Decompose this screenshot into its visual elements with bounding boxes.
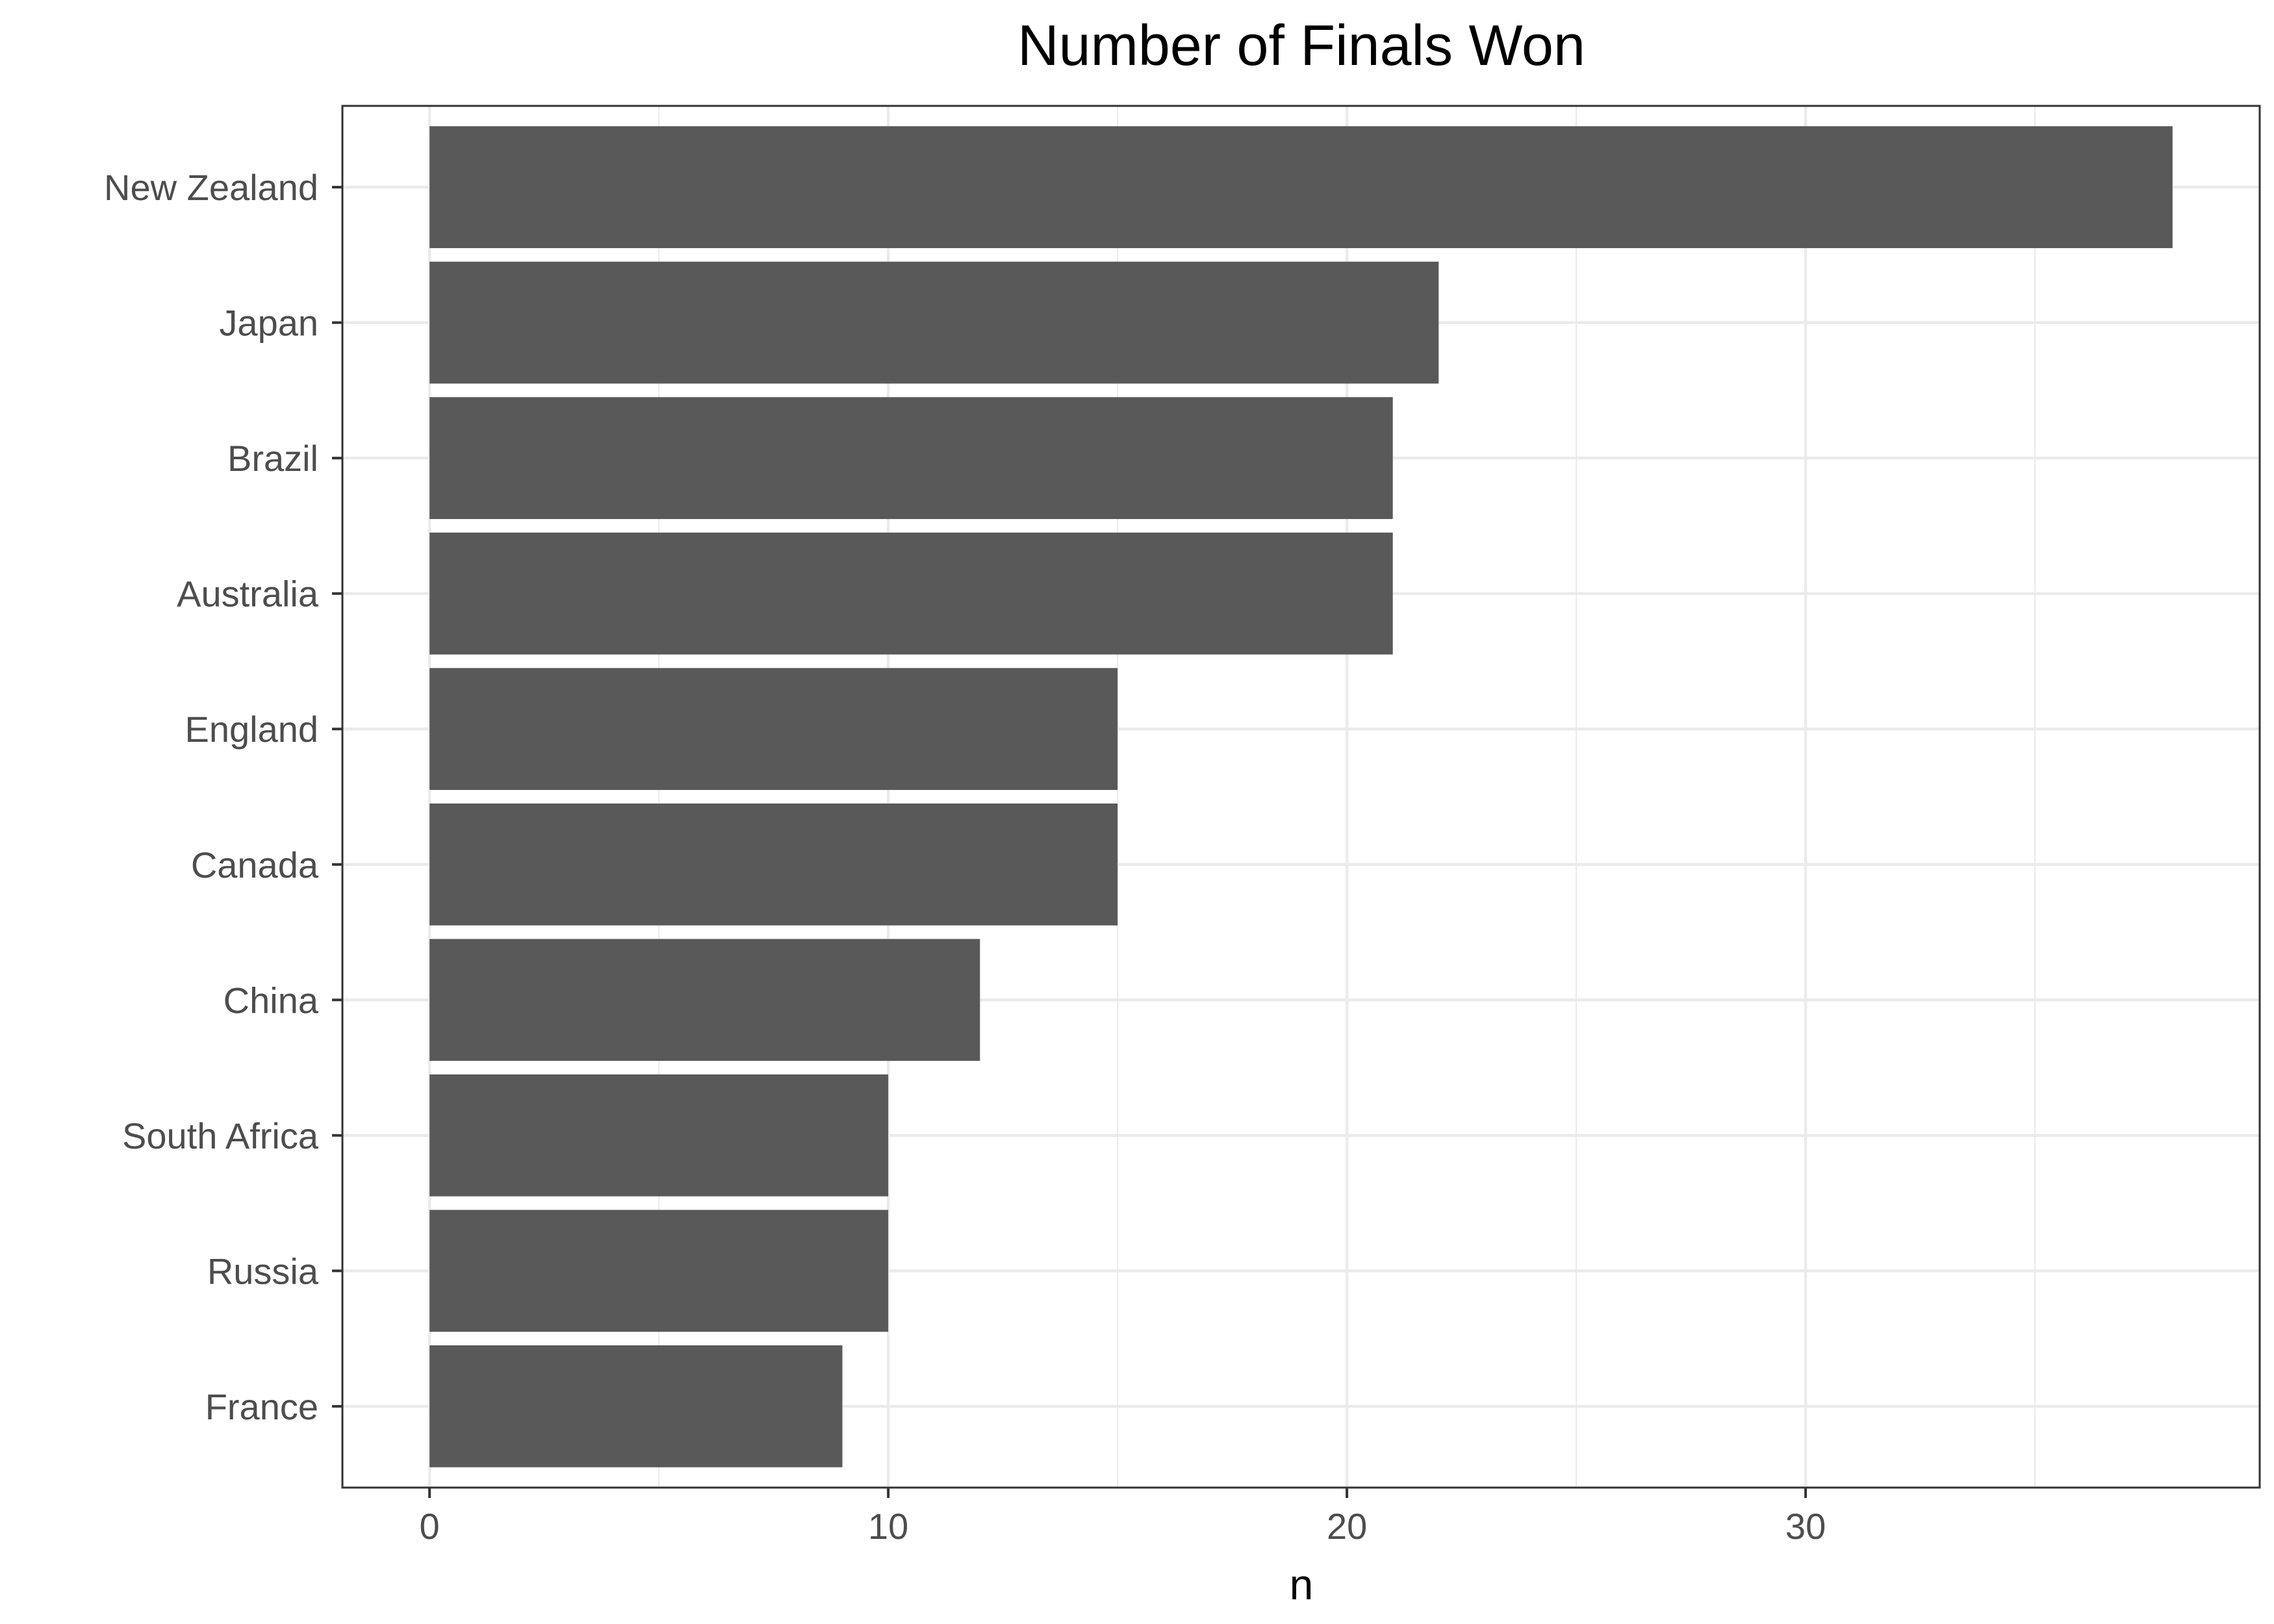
y-tick-label: China	[224, 980, 319, 1021]
y-tick-label: South Africa	[122, 1115, 319, 1156]
x-tick-label: 0	[420, 1506, 440, 1547]
bar-japan	[429, 261, 1439, 384]
bar-england	[429, 668, 1118, 791]
x-tick-label: 10	[868, 1506, 908, 1547]
y-tick-label: France	[205, 1386, 318, 1427]
y-tick-label: New Zealand	[104, 167, 318, 208]
x-tick-label: 30	[1785, 1506, 1826, 1547]
y-tick-label: England	[185, 709, 318, 750]
x-tick-label: 20	[1327, 1506, 1367, 1547]
chart-title: Number of Finals Won	[1017, 13, 1585, 77]
x-axis: 0 10 20 30	[420, 1488, 1826, 1547]
bars	[429, 126, 2173, 1467]
y-tick-label: Canada	[191, 844, 319, 885]
bar-new-zealand	[429, 126, 2173, 248]
bar-canada	[429, 803, 1118, 926]
panel-border	[341, 105, 2261, 1489]
y-tick-label: Japan	[219, 303, 318, 344]
bar-russia	[429, 1210, 889, 1332]
y-tick-label: Australia	[177, 574, 319, 615]
bar-australia	[429, 532, 1393, 655]
bar-france	[429, 1345, 843, 1467]
bar-south-africa	[429, 1074, 889, 1197]
y-tick-label: Brazil	[227, 438, 318, 479]
bar-brazil	[429, 397, 1393, 520]
y-tick-label: Russia	[207, 1250, 319, 1291]
y-axis: New Zealand Japan Brazil Australia England Ca…	[104, 167, 342, 1427]
x-axis-title: n	[1290, 1560, 1314, 1608]
bar-china	[429, 939, 980, 1061]
